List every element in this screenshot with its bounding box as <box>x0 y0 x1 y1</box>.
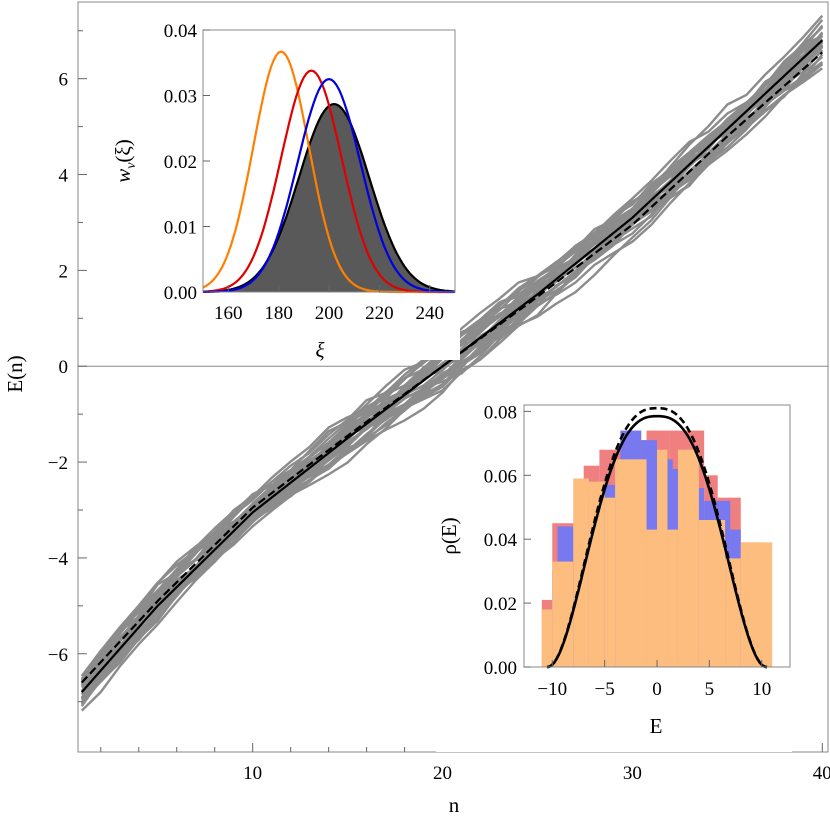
histogram-bar <box>657 449 668 667</box>
inset-top-xtick-label: 220 <box>365 303 394 324</box>
main-ytick-label: 0 <box>59 357 69 378</box>
histogram-bar <box>604 497 616 667</box>
histogram-bar <box>615 459 647 667</box>
inset-bottom-histograms <box>541 430 773 667</box>
inset-top-background <box>110 8 460 360</box>
inset-top-ylabel: wν(ξ) <box>111 139 139 183</box>
density-curve <box>202 69 455 294</box>
histogram-bar <box>740 542 773 667</box>
inset-bottom-xtick-label: 5 <box>705 679 715 700</box>
inset-bottom-ytick-label: 0.04 <box>484 530 518 551</box>
main-ytick-label: 4 <box>59 166 69 187</box>
histogram-bar <box>698 520 726 667</box>
inset-top-chart: 160 180 200 220 240 0.00 0.01 0.02 0.03 0.04 ξ wν… <box>110 8 460 362</box>
histogram-bar <box>552 561 574 667</box>
main-ytick-label: −6 <box>48 645 68 666</box>
inset-top-ticks: 160 180 200 220 240 0.00 0.01 0.02 0.03 0.04 <box>164 21 444 324</box>
inset-bottom-chart: −10 −5 0 5 10 0.00 0.02 0.04 0.06 0.08 E ρ(E) <box>436 400 792 752</box>
inset-bottom-xtick-label: 0 <box>652 679 662 700</box>
inset-bottom-curves <box>546 406 768 669</box>
histogram-bar <box>646 529 657 667</box>
inset-bottom-xtick-label: −10 <box>537 679 567 700</box>
inset-top-ylabel-arg: (ξ) <box>111 139 135 162</box>
inset-bottom-ytick-label: 0.08 <box>484 402 517 423</box>
inset-top-ylabel-main: w <box>111 169 135 183</box>
histogram-bar <box>725 558 741 667</box>
histogram-bar <box>677 449 699 667</box>
dos-curve-dashed <box>546 406 768 669</box>
ensemble-line <box>80 46 824 682</box>
inset-top-ytick-label: 0.02 <box>164 152 197 173</box>
main-ytick-label: −2 <box>48 453 68 474</box>
main-series-lines <box>80 39 824 693</box>
inset-bottom-ylabel: ρ(E) <box>437 517 461 554</box>
main-xlabel: n <box>449 793 460 817</box>
main-xtick-label: 40 <box>813 763 830 784</box>
inset-top-xtick-label: 240 <box>416 303 445 324</box>
inset-top-xtick-label: 200 <box>315 303 344 324</box>
main-ticks: 10 20 30 40 −6 −4 −2 0 2 4 6 <box>48 30 830 784</box>
inset-top-xtick-label: 160 <box>214 303 243 324</box>
inset-bottom-ytick-label: 0.02 <box>484 594 517 615</box>
inset-bottom-ticks: −10 −5 0 5 10 0.00 0.02 0.04 0.06 0.08 <box>484 402 771 700</box>
inset-bottom-xtick-label: 10 <box>752 679 771 700</box>
inset-top-ylabel-sub: ν <box>124 162 139 169</box>
main-xtick-label: 20 <box>433 763 452 784</box>
main-xtick-label: 10 <box>243 763 262 784</box>
inset-top-xlabel: ξ <box>316 338 325 362</box>
ensemble-line <box>80 62 823 677</box>
histogram-bar <box>541 609 553 667</box>
histogram-bar <box>667 529 678 667</box>
ensemble-line <box>80 34 824 705</box>
inset-top-ytick-label: 0.04 <box>164 21 198 42</box>
main-ytick-label: 2 <box>59 261 69 282</box>
main-xtick-label: 30 <box>623 763 642 784</box>
main-ytick-label: −4 <box>48 549 69 570</box>
dos-curve-solid <box>546 414 768 669</box>
inset-top-ytick-label: 0.01 <box>164 218 197 239</box>
main-ylabel: E(n) <box>3 355 27 392</box>
inset-bottom-ytick-label: 0.00 <box>484 658 517 679</box>
inset-bottom-xlabel: E <box>650 714 663 738</box>
inset-bottom-ytick-label: 0.06 <box>484 466 517 487</box>
density-curve <box>203 77 455 293</box>
inset-top-xtick-label: 180 <box>264 303 293 324</box>
inset-bottom-xtick-label: −5 <box>595 679 615 700</box>
dashed-series-line <box>80 51 824 684</box>
inset-top-ytick-label: 0.00 <box>164 283 197 304</box>
inset-top-ytick-label: 0.03 <box>164 87 197 108</box>
main-ytick-label: 6 <box>59 70 69 91</box>
